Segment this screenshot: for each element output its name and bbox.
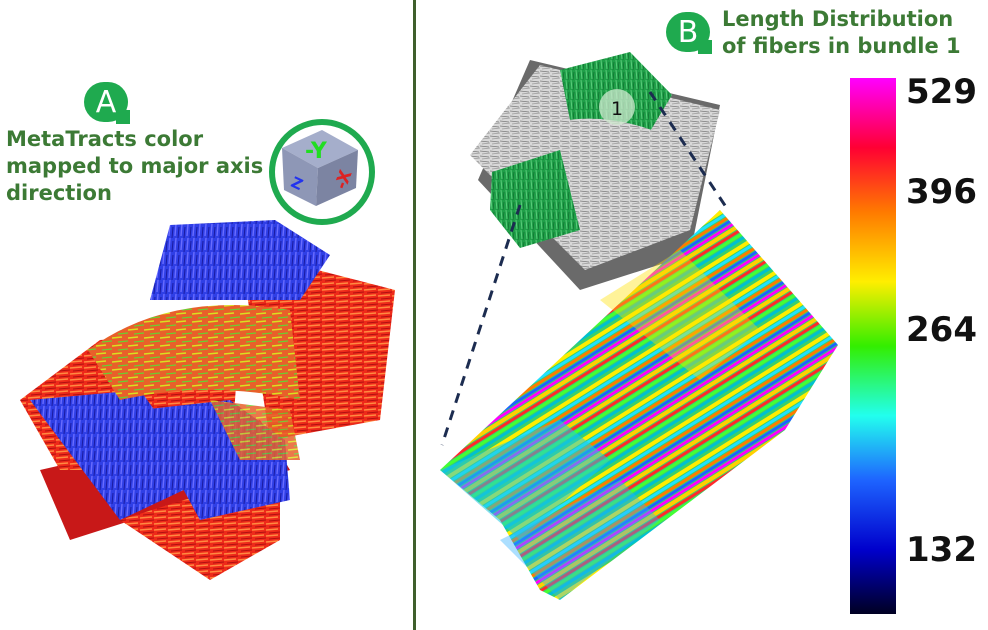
panel-a-caption-line-2: mapped to major axis [6,154,264,178]
bundle-marker [599,89,635,125]
panel-b-badge: B [666,12,712,54]
fabric-mixed-bundle [210,400,300,460]
panel-a-caption-line-1: MetaTracts color [6,127,204,151]
axis-cube-y-label: -Y [305,139,328,164]
bundle-marker-label: 1 [611,98,623,120]
colorbar-tick-264: 264 [906,310,977,350]
axis-cube: -Y -X Z [269,119,375,225]
fabric-arched-weft-bundle [88,305,300,400]
panel-b-caption: Length Distribution of fibers in bundle … [722,6,961,60]
zoom-line-right [648,91,730,211]
panel-b-caption-line-2: of fibers in bundle 1 [722,34,961,58]
panel-a-badge-letter: A [95,84,117,120]
panel-a-caption-line-3: direction [6,181,112,205]
colorbar-tick-529: 529 [906,72,977,112]
grey-weft-arch [505,118,665,175]
zoomed-fiber-bundle [440,210,838,600]
panel-a-caption: MetaTracts color mapped to major axis di… [6,126,263,207]
panel-a-badge: A [84,82,130,124]
panel-a-woven-fabric [20,220,395,580]
panel-b-weave-overview: 1 [470,52,720,290]
length-colorbar [850,78,896,614]
panel-divider [413,0,416,630]
zoom-line-left [440,204,522,446]
panel-b-badge-letter: B [677,14,699,50]
colorbar-tick-132: 132 [906,530,977,570]
colorbar-tick-396: 396 [906,172,977,212]
panel-b-caption-line-1: Length Distribution [722,7,954,31]
fabric-top-blue-bundle [150,220,330,300]
